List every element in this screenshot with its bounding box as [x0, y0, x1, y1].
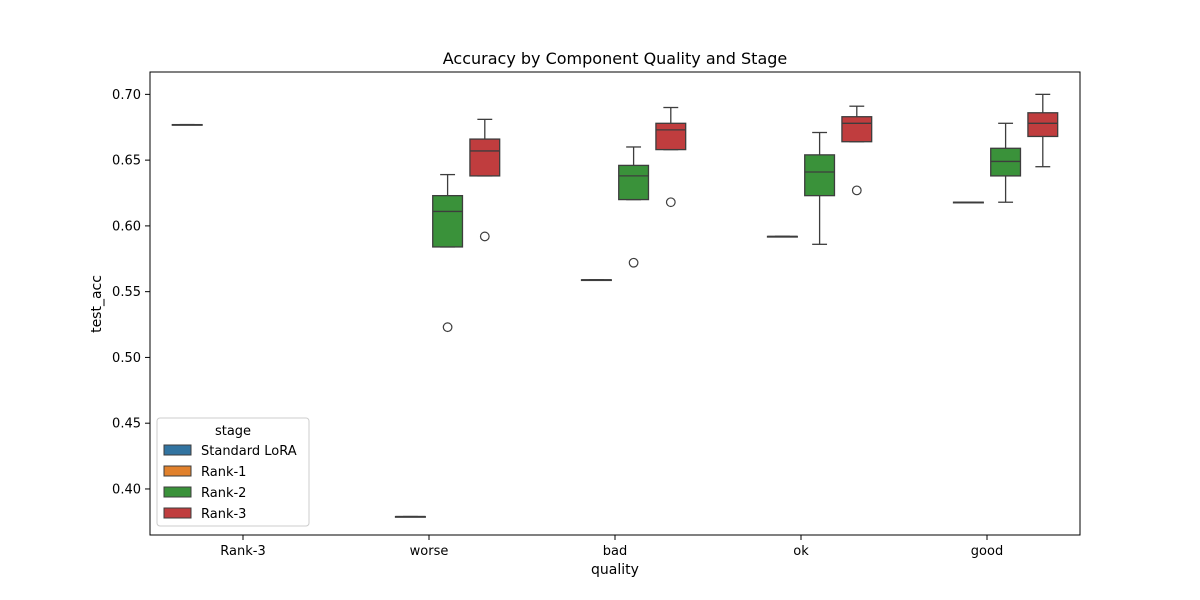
legend-box [156, 417, 310, 527]
x-tick-label: worse [410, 544, 449, 559]
legend-item-rank-1: Rank-1 [163, 465, 246, 480]
outlier-point [665, 197, 676, 208]
box-body [804, 154, 836, 197]
outlier-point [479, 231, 490, 242]
box-rank-2-good [990, 122, 1022, 203]
x-axis-label: quality [591, 562, 639, 578]
legend-item-rank-3: Rank-3 [163, 507, 246, 522]
legend-label: Rank-2 [201, 486, 246, 501]
legend-label: Rank-3 [201, 507, 246, 522]
x-tick-label: bad [603, 544, 627, 559]
outlier-point [628, 257, 639, 268]
box-rank-3-good [1027, 93, 1059, 168]
legend-swatch [163, 444, 192, 456]
y-tick-label: 0.55 [112, 285, 141, 300]
legend-label: Rank-1 [201, 465, 246, 480]
box-rank-3-worse [469, 118, 501, 242]
box-body [618, 164, 650, 201]
legend-item-rank-2: Rank-2 [163, 486, 246, 501]
outlier-point [851, 185, 862, 196]
x-tick-label: good [971, 544, 1003, 559]
y-tick-label: 0.60 [112, 219, 141, 234]
box-body [655, 122, 687, 151]
box-rank-2-bad [618, 146, 650, 268]
y-tick-label: 0.50 [112, 351, 141, 366]
box-body [841, 116, 873, 143]
plot-area [149, 71, 1081, 536]
y-tick-label: 0.70 [112, 88, 141, 103]
box-rank-1-bad [580, 279, 612, 282]
legend-swatch [163, 486, 192, 498]
box-rank-2-worse [432, 173, 464, 333]
box-rank-3-ok [841, 105, 873, 196]
outlier-point [442, 322, 453, 333]
y-axis: 0.40 0.45 0.50 0.55 0.60 0.65 0.70 [112, 88, 150, 497]
box-rank-1-worse [394, 515, 426, 518]
y-axis-label: test_acc [89, 275, 105, 333]
box-rank-2-ok [804, 131, 836, 245]
box-rank-1-good [952, 201, 984, 204]
chart-title: Accuracy by Component Quality and Stage [443, 49, 788, 68]
y-tick-label: 0.65 [112, 154, 141, 169]
box-body [1027, 112, 1059, 138]
box-body [432, 194, 464, 248]
legend-swatch [163, 507, 192, 519]
box-standard-lora-rank-3 [171, 123, 203, 126]
x-tick-label: Rank-3 [220, 544, 265, 559]
y-tick-label: 0.45 [112, 417, 141, 432]
box-rank-3-bad [655, 106, 687, 208]
box-body [469, 138, 501, 177]
x-axis: Rank-3 worse bad ok good [220, 535, 1003, 559]
legend-swatch [163, 465, 192, 477]
x-tick-label: ok [793, 544, 809, 559]
box-body [990, 147, 1022, 177]
legend-title: stage [215, 424, 251, 439]
legend-label: Standard LoRA [201, 444, 297, 459]
y-tick-label: 0.40 [112, 482, 141, 497]
legend: stage Standard LoRA Rank-1 Rank-2 Rank-3 [156, 417, 310, 527]
legend-item-standard-lora: Standard LoRA [163, 444, 297, 459]
box-rank-1-ok [766, 235, 798, 238]
